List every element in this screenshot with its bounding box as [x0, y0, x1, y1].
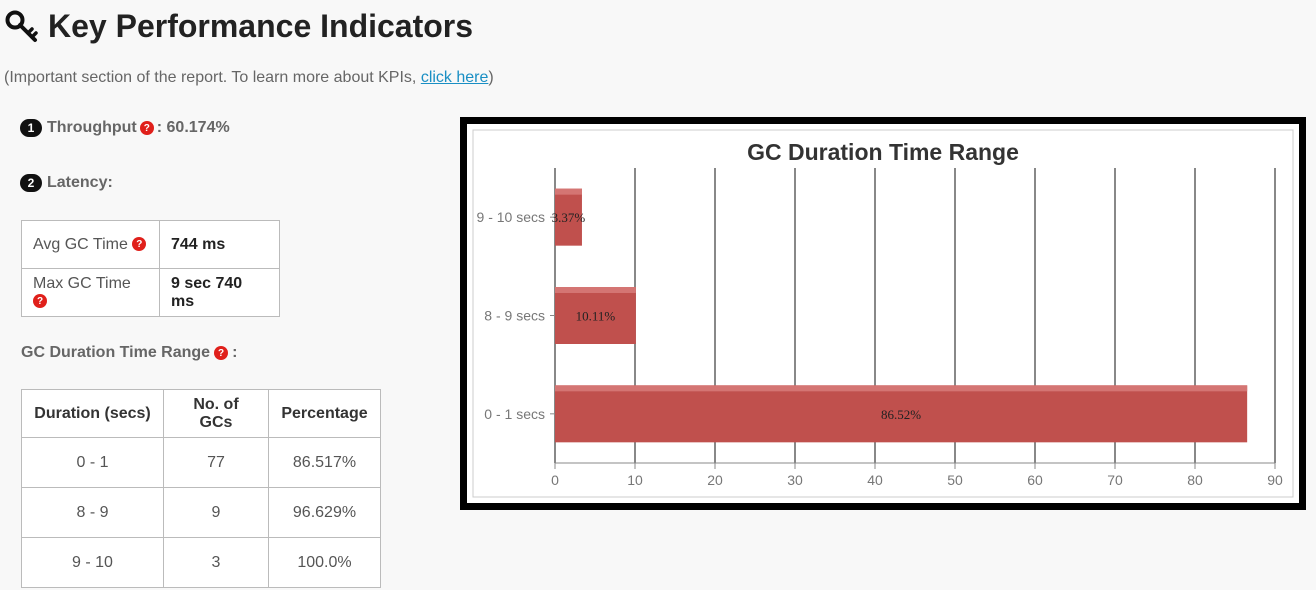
duration-section-title: GC Duration Time Range ?:: [21, 344, 237, 362]
latency-line: 2 Latency:: [20, 174, 113, 192]
max-gc-time-label: Max GC Time: [33, 274, 131, 292]
table-cell: 9: [163, 487, 269, 538]
number-badge: 1: [20, 119, 42, 137]
bar: [555, 385, 1248, 443]
table-row: Max GC Time ? 9 sec 740 ms: [21, 268, 280, 317]
x-tick-label: 90: [1267, 472, 1283, 488]
bar-highlight: [555, 385, 1248, 392]
latency-table: Avg GC Time ? 744 ms Max GC Time ? 9 sec…: [21, 220, 280, 317]
page-subtitle: (Important section of the report. To lea…: [4, 69, 494, 87]
x-tick-label: 20: [707, 472, 723, 488]
table-cell: 86.517%: [268, 437, 381, 488]
table-header-row: Duration (secs) No. of GCs Percentage: [21, 389, 381, 438]
key-icon: [5, 10, 38, 42]
gc-duration-chart: GC Duration Time Range 0 10 20 30 40 50 60 70 80 9…: [460, 117, 1306, 510]
table-row: 0 - 1 77 86.517%: [21, 437, 381, 488]
table-row: Avg GC Time ? 744 ms: [21, 220, 280, 269]
table-cell: 3: [163, 537, 269, 588]
avg-gc-time-label: Avg GC Time: [33, 235, 128, 253]
throughput-line: 1 Throughput ? : 60.174%: [20, 119, 230, 137]
y-tick-label: 8 - 9 secs: [484, 308, 545, 324]
data-label: 3.37%: [552, 210, 586, 225]
help-icon[interactable]: ?: [214, 346, 229, 360]
help-icon[interactable]: ?: [132, 237, 147, 252]
column-header: Percentage: [268, 389, 381, 438]
x-tick-label: 70: [1107, 472, 1123, 488]
latency-label: Latency:: [47, 174, 113, 191]
duration-table: Duration (secs) No. of GCs Percentage 0 …: [21, 389, 381, 588]
page-title-text: Key Performance Indicators: [48, 7, 474, 44]
bar-highlight: [555, 287, 636, 293]
page-title: Key Performance Indicators: [4, 4, 473, 48]
table-cell: 96.629%: [268, 487, 381, 538]
table-cell: Max GC Time ?: [21, 268, 160, 317]
bar: [555, 287, 636, 344]
x-tick-label: 30: [787, 472, 803, 488]
avg-gc-time-value: 744 ms: [159, 220, 280, 269]
table-row: 8 - 9 9 96.629%: [21, 487, 381, 538]
click-here-link[interactable]: click here: [420, 69, 489, 86]
help-icon[interactable]: ?: [139, 121, 154, 135]
subtitle-close: ): [488, 69, 494, 86]
x-tick-label: 0: [551, 472, 559, 488]
table-row: 9 - 10 3 100.0%: [21, 537, 381, 588]
column-header: No. of GCs: [163, 389, 269, 438]
table-cell: 77: [163, 437, 269, 488]
x-tick-label: 10: [627, 472, 643, 488]
duration-title-colon: :: [232, 344, 238, 361]
table-cell: 9 - 10: [21, 537, 164, 588]
chart-svg: GC Duration Time Range 0 10 20 30 40 50 60 70 80 9…: [472, 129, 1294, 498]
max-gc-time-value: 9 sec 740 ms: [159, 268, 280, 317]
throughput-label: Throughput: [47, 119, 137, 136]
data-label: 10.11%: [576, 309, 616, 324]
x-tick-label: 40: [867, 472, 883, 488]
x-tick-label: 50: [947, 472, 963, 488]
number-badge: 2: [20, 174, 42, 192]
throughput-value: : 60.174%: [156, 119, 230, 136]
data-label: 86.52%: [881, 407, 921, 422]
y-tick-label: 9 - 10 secs: [477, 209, 545, 225]
x-tick-label: 60: [1027, 472, 1043, 488]
column-header: Duration (secs): [21, 389, 164, 438]
subtitle-text: (Important section of the report. To lea…: [4, 69, 421, 86]
y-tick-label: 0 - 1 secs: [484, 406, 545, 422]
chart-title: GC Duration Time Range: [747, 139, 1019, 165]
table-cell: Avg GC Time ?: [21, 220, 160, 269]
table-cell: 0 - 1: [21, 437, 164, 488]
table-cell: 8 - 9: [21, 487, 164, 538]
help-icon[interactable]: ?: [33, 294, 47, 309]
bar-highlight: [555, 188, 582, 195]
x-tick-label: 80: [1187, 472, 1203, 488]
bar: [555, 188, 582, 246]
table-cell: 100.0%: [268, 537, 381, 588]
duration-title-text: GC Duration Time Range: [21, 344, 211, 361]
